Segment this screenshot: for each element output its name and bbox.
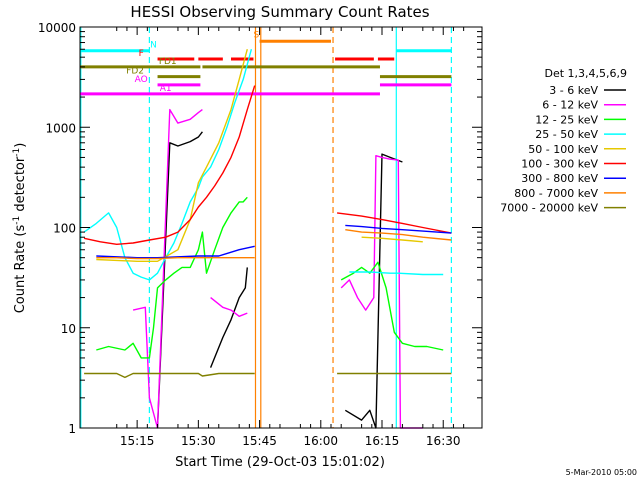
series-line [96, 49, 423, 262]
y-tick-label: 1 [68, 422, 76, 436]
y-tick-label: 1000 [45, 121, 76, 135]
legend-label: 300 - 800 keV [521, 172, 598, 185]
series-lines [83, 49, 452, 429]
y-axis-label: Count Rate (s-1 detector-1) [12, 143, 28, 314]
flag-label: S [253, 30, 259, 40]
flag-label: A1 [160, 84, 172, 94]
x-tick-label: 16:00 [303, 434, 338, 448]
series-line [96, 224, 452, 259]
y-tick-label: 10 [61, 322, 76, 336]
flag-label: FD2 [126, 67, 144, 77]
series-line [96, 196, 444, 359]
y-axis-label-end: ) [13, 143, 28, 148]
series-line [84, 372, 452, 379]
x-axis-label: Start Time (29-Oct-03 15:01:02) [175, 455, 385, 470]
series-line [132, 108, 423, 429]
series-line [96, 229, 452, 260]
legend-label: 6 - 12 keV [542, 99, 598, 112]
x-tick-label: 15:15 [120, 434, 155, 448]
series-line [156, 131, 403, 429]
y-axis-label-mid: detector [13, 156, 28, 216]
legend-label: 12 - 25 keV [535, 113, 598, 126]
legend-label: 50 - 100 keV [528, 143, 598, 156]
legend-label: 7000 - 20000 keV [500, 202, 598, 215]
flag-label: FD1 [159, 57, 177, 67]
y-tick-label: 100 [53, 222, 76, 236]
flag-label: F [139, 49, 144, 59]
x-tick-label: 16:15 [365, 434, 400, 448]
legend-label: 3 - 6 keV [549, 84, 598, 97]
y-axis-label-sup1: -1 [12, 216, 22, 225]
x-tick-label: 16:30 [426, 434, 461, 448]
chart-title: HESSI Observing Summary Count Rates [130, 3, 429, 21]
series-line [83, 85, 452, 245]
y-axis-label-sup2: -1 [12, 148, 22, 157]
x-tick-label: 15:45 [242, 434, 277, 448]
footer-timestamp: 5-Mar-2010 05:00 [566, 468, 637, 477]
x-tick-label: 15:30 [181, 434, 216, 448]
legend-title: Det 1,3,4,5,6,9 [544, 67, 627, 80]
legend-label: 25 - 50 keV [535, 128, 598, 141]
legend-label: 100 - 300 keV [521, 158, 598, 171]
flag-label: N [150, 41, 157, 51]
y-tick-label: 10000 [38, 21, 76, 35]
axes: 15:15 15:30 15:45 16:00 16:15 16:30 1 10 100 1000… [38, 21, 482, 448]
flag-label: AO [135, 75, 148, 85]
legend-label: 800 - 7000 keV [514, 187, 598, 200]
y-axis-label-main: Count Rate (s [13, 225, 28, 314]
series-line [83, 49, 444, 281]
